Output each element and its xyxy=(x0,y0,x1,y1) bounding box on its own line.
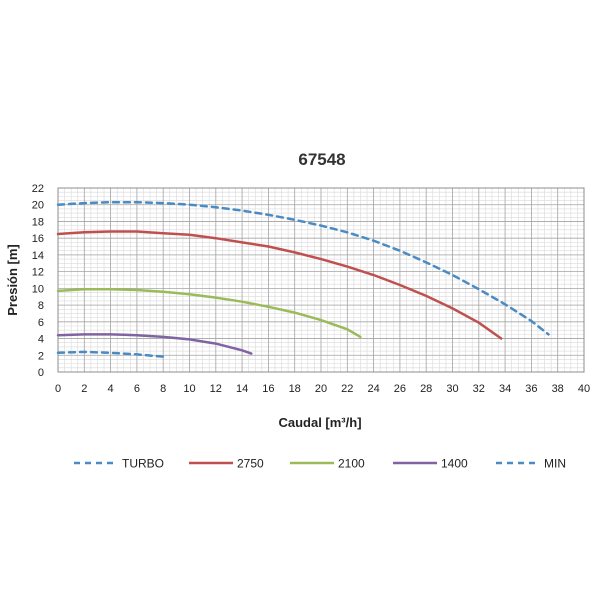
series-lines xyxy=(56,200,550,359)
y-tick-label: 0 xyxy=(38,367,44,379)
x-tick-label: 22 xyxy=(341,383,353,395)
plot-frame xyxy=(57,187,585,373)
y-tick-label: 8 xyxy=(38,300,44,312)
x-tick-label: 2 xyxy=(81,383,87,395)
x-tick-label: 38 xyxy=(552,383,564,395)
x-tick-label: 6 xyxy=(134,383,140,395)
x-tick-label: 20 xyxy=(315,383,327,395)
y-tick-label: 20 xyxy=(32,200,44,212)
series-line-min xyxy=(56,350,168,359)
y-tick-label: 2 xyxy=(38,350,44,362)
x-tick-label: 24 xyxy=(367,383,379,395)
x-tick-label: 14 xyxy=(236,383,248,395)
x-tick-label: 16 xyxy=(262,383,274,395)
x-tick-label: 32 xyxy=(473,383,485,395)
x-tick-label: 8 xyxy=(160,383,166,395)
legend-label-2750: 2750 xyxy=(237,457,264,471)
y-axis-ticks: 0 2 4 6 8 10 12 14 16 18 20 22 xyxy=(32,183,44,379)
y-tick-label: 18 xyxy=(32,216,44,228)
x-axis-label: Caudal [m³/h] xyxy=(278,415,361,430)
series-line-2100 xyxy=(56,287,362,339)
x-tick-label: 26 xyxy=(394,383,406,395)
legend-label-min: MIN xyxy=(544,457,566,471)
x-tick-label: 34 xyxy=(499,383,511,395)
y-tick-label: 4 xyxy=(38,334,44,346)
x-tick-label: 36 xyxy=(525,383,537,395)
series-line-turbo xyxy=(56,200,550,336)
legend-label-turbo: TURBO xyxy=(122,457,164,471)
y-tick-label: 6 xyxy=(38,317,44,329)
x-tick-label: 40 xyxy=(578,383,590,395)
x-tick-label: 12 xyxy=(210,383,222,395)
y-tick-label: 22 xyxy=(32,183,44,195)
chart-title: 67548 xyxy=(298,150,345,169)
y-axis-label: Presión [m] xyxy=(5,244,20,316)
series-line-1400 xyxy=(56,333,253,355)
grid-major xyxy=(57,187,585,373)
y-tick-label: 12 xyxy=(32,267,44,279)
x-tick-label: 18 xyxy=(289,383,301,395)
y-tick-label: 14 xyxy=(32,250,44,262)
legend-label-2100: 2100 xyxy=(338,457,365,471)
x-tick-label: 30 xyxy=(446,383,458,395)
x-tick-label: 28 xyxy=(420,383,432,395)
x-tick-label: 4 xyxy=(108,383,114,395)
y-tick-label: 10 xyxy=(32,283,44,295)
x-tick-label: 0 xyxy=(55,383,61,395)
x-tick-label: 10 xyxy=(183,383,195,395)
series-line-2750 xyxy=(56,230,503,340)
y-tick-label: 16 xyxy=(32,233,44,245)
legend-label-1400: 1400 xyxy=(441,457,468,471)
legend: TURBO 2750 2100 1400 MIN xyxy=(74,457,566,471)
x-axis-ticks: 0 2 4 6 8 10 12 14 16 18 20 22 24 26 28 30 32 34 36 38 40 xyxy=(55,383,590,395)
